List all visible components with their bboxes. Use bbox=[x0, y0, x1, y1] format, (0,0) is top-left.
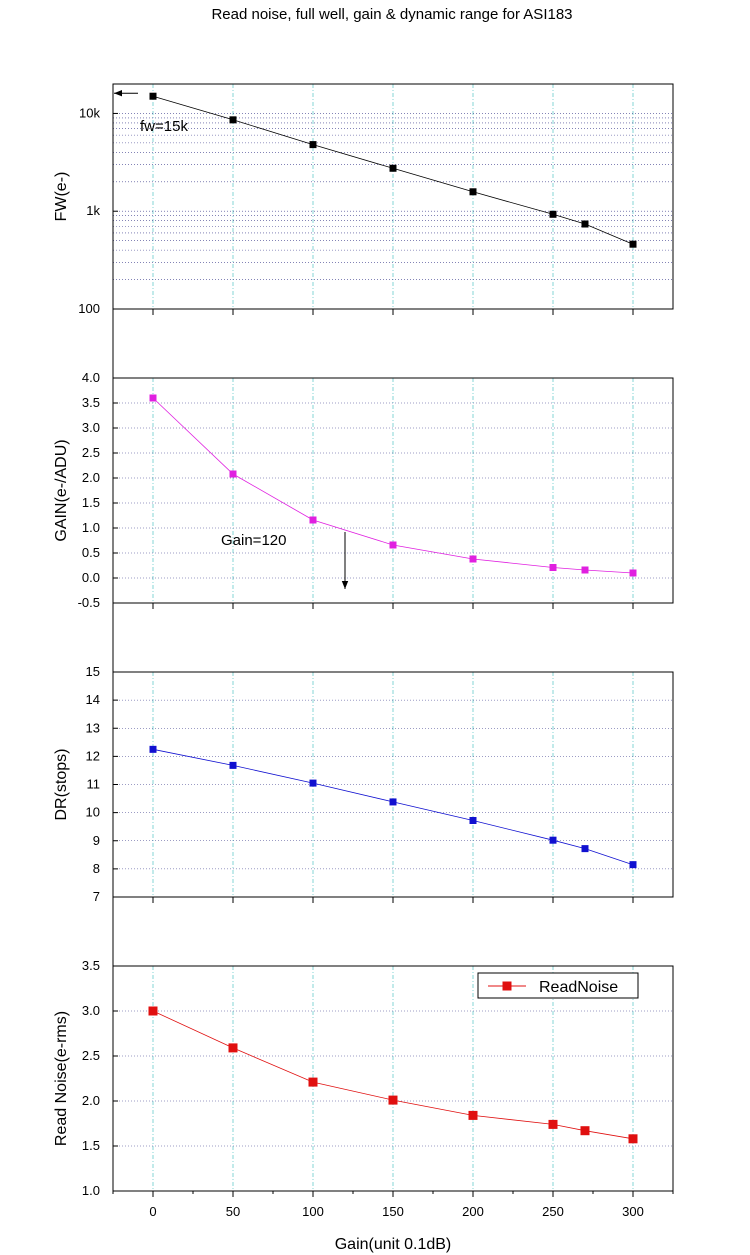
y-tick-label: 10 bbox=[86, 805, 100, 820]
data-point bbox=[389, 541, 397, 549]
chart-title: Read noise, full well, gain & dynamic ra… bbox=[211, 6, 572, 23]
y-tick-label: 7 bbox=[93, 889, 100, 904]
y-tick-label: 3.5 bbox=[82, 395, 100, 410]
y-tick-label: 3.0 bbox=[82, 420, 100, 435]
panel-dr: 7 8 9 10 11 12 13 14 15 DR(stops) bbox=[53, 664, 674, 904]
data-point bbox=[149, 745, 157, 753]
legend-label: ReadNoise bbox=[539, 979, 618, 996]
y-tick-label: 1.5 bbox=[82, 495, 100, 510]
y-tick-label: 12 bbox=[86, 748, 100, 763]
data-point bbox=[549, 836, 557, 844]
data-point bbox=[229, 761, 237, 769]
y-tick-label: 4.0 bbox=[82, 370, 100, 385]
y-tick-label: 0.0 bbox=[82, 570, 100, 585]
data-point bbox=[468, 1110, 478, 1120]
y-tick-label: 2.5 bbox=[82, 445, 100, 460]
y-tick-label: 3.5 bbox=[82, 958, 100, 973]
panel-readnoise: 1.0 1.5 2.0 2.5 3.0 3.5 Read Noise(e-rms) ReadN… bbox=[53, 958, 674, 1198]
data-point bbox=[309, 141, 317, 149]
x-tick-label: 200 bbox=[462, 1204, 484, 1219]
x-tick-label: 300 bbox=[622, 1204, 644, 1219]
y-tick-label: 3.0 bbox=[82, 1003, 100, 1018]
data-point bbox=[229, 470, 237, 478]
data-point bbox=[308, 1077, 318, 1087]
panel-fw: 100 1k 10k FW(e-) fw=15k bbox=[53, 83, 674, 316]
data-point bbox=[149, 92, 157, 100]
y-tick-label: 11 bbox=[87, 777, 101, 792]
data-point bbox=[629, 861, 637, 869]
y-axis-label: DR(stops) bbox=[53, 748, 70, 820]
data-point bbox=[228, 1043, 238, 1053]
data-point bbox=[581, 220, 589, 228]
y-tick-label: -0.5 bbox=[78, 595, 100, 610]
series-line bbox=[152, 397, 634, 574]
data-point bbox=[581, 566, 589, 574]
y-tick-label: 1k bbox=[86, 203, 100, 218]
y-tick-label: 1.5 bbox=[82, 1138, 100, 1153]
data-point bbox=[148, 1006, 158, 1016]
data-point bbox=[629, 240, 637, 248]
y-tick-label: 10k bbox=[79, 105, 100, 120]
y-axis-label: Read Noise(e-rms) bbox=[53, 1011, 70, 1146]
x-tick-label: 150 bbox=[382, 1204, 404, 1219]
data-point bbox=[469, 817, 477, 824]
y-axis-label: GAIN(e-/ADU) bbox=[53, 439, 70, 541]
y-tick-label: 14 bbox=[86, 692, 100, 707]
data-point bbox=[309, 779, 317, 787]
data-point bbox=[581, 845, 589, 853]
y-tick-label: 1.0 bbox=[82, 1183, 100, 1198]
data-point bbox=[389, 798, 397, 806]
panel-gain: -0.5 0.0 0.5 1.0 1.5 2.0 2.5 3.0 3.5 4.0 GAIN(e-/A… bbox=[53, 370, 674, 610]
x-tick-label: 250 bbox=[542, 1204, 564, 1219]
data-point bbox=[469, 555, 477, 563]
data-point bbox=[388, 1095, 398, 1105]
y-tick-label: 15 bbox=[86, 664, 100, 679]
data-point bbox=[389, 164, 397, 172]
data-point bbox=[580, 1126, 590, 1136]
data-point bbox=[549, 564, 557, 571]
y-axis-label: FW(e-) bbox=[53, 172, 70, 222]
y-tick-label: 13 bbox=[86, 720, 100, 735]
x-tick-label: 100 bbox=[302, 1204, 324, 1219]
y-tick-label: 8 bbox=[93, 861, 100, 876]
data-point bbox=[549, 210, 557, 218]
annotation-label: Gain=120 bbox=[221, 532, 286, 549]
data-point bbox=[309, 516, 317, 524]
series-line bbox=[152, 748, 634, 866]
data-point bbox=[469, 188, 477, 196]
x-axis-label: Gain(unit 0.1dB) bbox=[335, 1236, 452, 1253]
series-line bbox=[152, 1010, 634, 1140]
y-tick-label: 1.0 bbox=[82, 520, 100, 535]
y-tick-label: 2.0 bbox=[82, 470, 100, 485]
y-tick-label: 2.0 bbox=[82, 1093, 100, 1108]
y-tick-label: 2.5 bbox=[82, 1048, 100, 1063]
data-point bbox=[628, 1134, 638, 1144]
data-point bbox=[229, 116, 237, 124]
legend: ReadNoise bbox=[477, 972, 639, 999]
x-tick-label: 0 bbox=[149, 1204, 156, 1219]
annotation-label: fw=15k bbox=[140, 118, 188, 135]
data-point bbox=[149, 394, 157, 402]
data-point bbox=[629, 569, 637, 577]
x-tick-label: 50 bbox=[226, 1204, 240, 1219]
y-tick-label: 100 bbox=[78, 301, 100, 316]
legend-marker bbox=[502, 981, 512, 991]
data-point bbox=[548, 1119, 558, 1129]
y-tick-label: 0.5 bbox=[82, 545, 100, 560]
series-line bbox=[152, 95, 634, 245]
y-tick-label: 9 bbox=[93, 833, 100, 848]
